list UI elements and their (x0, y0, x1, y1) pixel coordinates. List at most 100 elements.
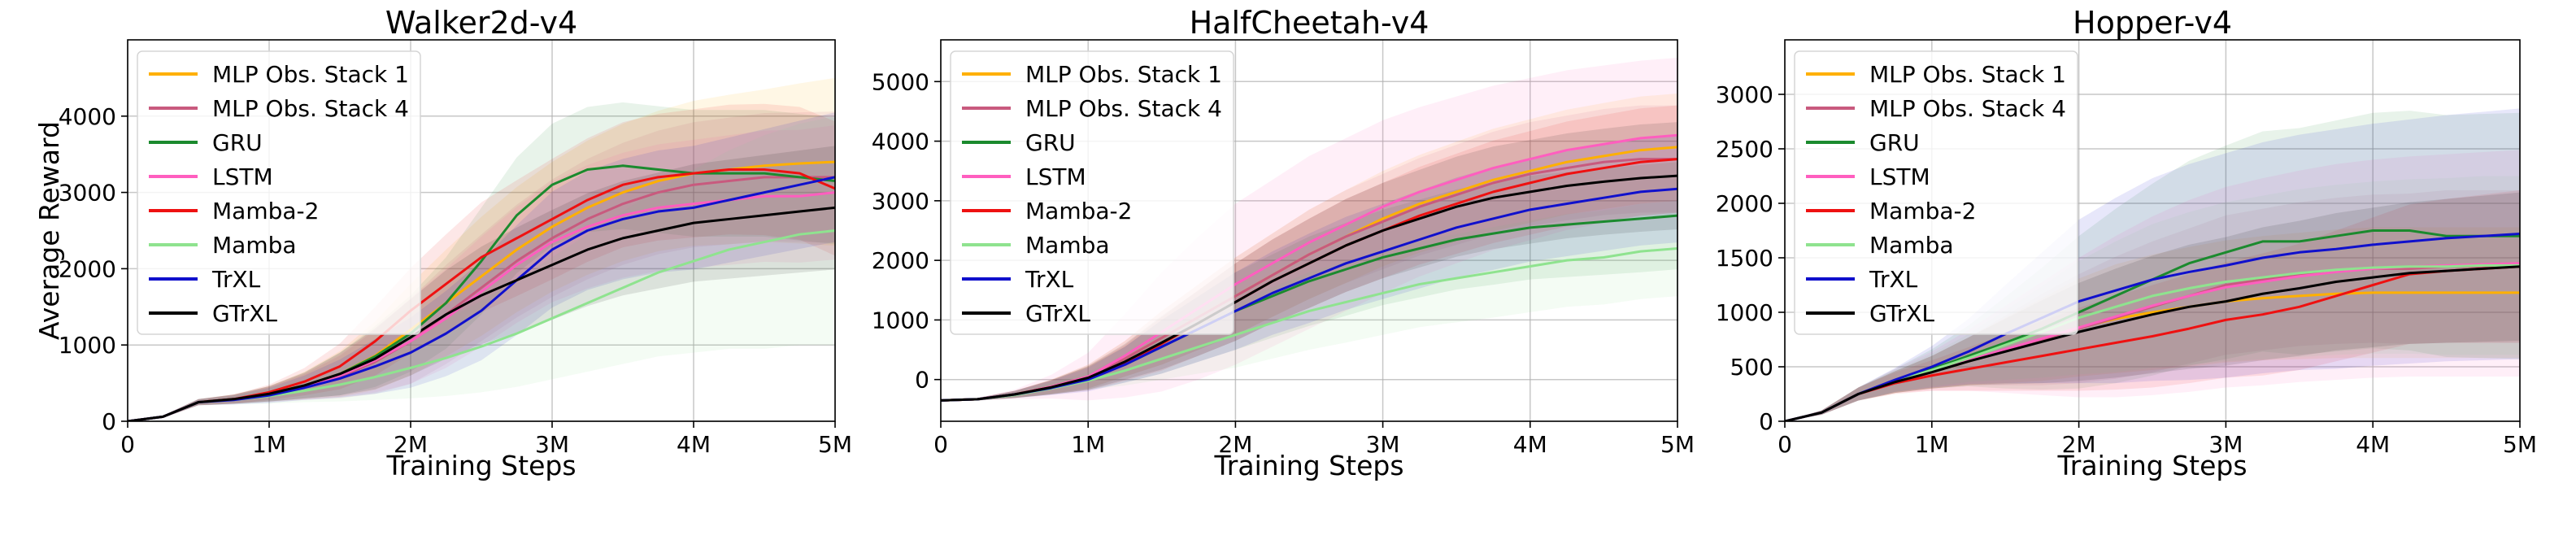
x-tick-label: 1M (252, 431, 286, 458)
y-tick-label: 2000 (872, 247, 929, 274)
line-gtrxl (128, 206, 835, 421)
legend-label: Mamba-2 (1025, 198, 1132, 224)
legend-item-mlp-obs-stack-1: MLP Obs. Stack 1 (962, 61, 1222, 88)
legend-box (950, 50, 1234, 335)
y-tick-label: 500 (1730, 354, 1773, 381)
band-mamba (941, 200, 1677, 401)
chart-title: Hopper-v4 (2073, 5, 2232, 41)
legend-item-mlp-obs-stack-4: MLP Obs. Stack 4 (149, 95, 409, 122)
x-tick-label: 1M (1071, 431, 1105, 458)
x-tick-label: 2M (2062, 431, 2096, 458)
band-mlp-obs-stack-1 (1785, 227, 2520, 421)
x-tick-label: 0 (933, 431, 948, 458)
legend-item-trxl: TrXL (962, 266, 1074, 293)
legend-label: Mamba-2 (1869, 198, 1976, 224)
chart-title: Walker2d-v4 (385, 5, 577, 41)
legend-item-lstm: LSTM (1806, 163, 1930, 190)
x-tick-label: 5M (1660, 431, 1695, 458)
band-mlp-obs-stack-1 (941, 93, 1677, 401)
y-tick-label: 1500 (1716, 245, 1773, 272)
legend-item-trxl: TrXL (149, 266, 261, 293)
band-trxl (1785, 108, 2520, 421)
legend-label: GTrXL (212, 300, 277, 327)
y-tick-label: 3000 (1716, 81, 1773, 108)
chart-panel-halfcheetah-v4: 0 1M 2M 3M 4M 5M 0 1000 2000 3000 4000 5000 HalfChee… (872, 5, 1695, 481)
plot-area (1785, 108, 2520, 421)
x-tick-label: 4M (1513, 431, 1547, 458)
legend-item-mlp-obs-stack-1: MLP Obs. Stack 1 (149, 61, 409, 88)
y-tick-label: 3000 (872, 188, 929, 215)
x-axis-label: Training Steps (1213, 450, 1403, 481)
axes-frame (940, 39, 1678, 422)
axes-frame (127, 39, 836, 422)
y-tick-label: 0 (1759, 408, 1773, 435)
y-tick-label: 1000 (59, 332, 116, 359)
legend-label: GRU (1025, 129, 1076, 156)
x-tick-label: 0 (1778, 431, 1792, 458)
legend-item-mamba-2: Mamba-2 (149, 198, 319, 224)
legend-item-gru: GRU (1806, 129, 1920, 156)
x-tick-label: 4M (677, 431, 711, 458)
x-tick-label: 3M (1366, 431, 1400, 458)
y-tick-label: 3000 (59, 180, 116, 207)
legend-label: Mamba (212, 232, 297, 259)
legend-label: GTrXL (1025, 300, 1090, 327)
line-gtrxl (1785, 265, 2520, 421)
legend-label: GRU (1869, 129, 1920, 156)
legend-label: MLP Obs. Stack 4 (1025, 95, 1222, 122)
legend-item-gru: GRU (149, 129, 263, 156)
y-tick-label: 2000 (1716, 190, 1773, 217)
legend-box (1794, 50, 2078, 335)
legend-item-gru: GRU (962, 129, 1076, 156)
x-tick-label: 2M (394, 431, 428, 458)
legend-item-mamba-2: Mamba-2 (1806, 198, 1976, 224)
line-mamba (1785, 263, 2520, 421)
legend: MLP Obs. Stack 1 MLP Obs. Stack 4 GRU LSTM M… (1794, 50, 2078, 335)
x-tick-label: 3M (535, 431, 569, 458)
line-mamba-2 (1785, 265, 2520, 421)
band-mlp-obs-stack-4 (128, 111, 835, 421)
y-tick-label: 1000 (872, 307, 929, 333)
legend-label: MLP Obs. Stack 1 (1869, 61, 2066, 88)
chart-panel-walker2d-v4: 0 1M 2M 3M 4M 5M 0 1000 2000 3000 4000 Walker2d-v4 T… (33, 5, 852, 481)
legend-label: MLP Obs. Stack 1 (1025, 61, 1222, 88)
legend-item-trxl: TrXL (1806, 266, 1918, 293)
legend-item-mamba: Mamba (149, 232, 297, 259)
y-tick-label: 2000 (59, 255, 116, 282)
band-trxl (128, 112, 835, 421)
legend-label: Mamba-2 (212, 198, 319, 224)
legend-label: LSTM (1025, 163, 1086, 190)
legend-item-lstm: LSTM (962, 163, 1086, 190)
band-gru (1785, 111, 2520, 421)
legend-item-mamba: Mamba (962, 232, 1110, 259)
legend-label: LSTM (212, 163, 273, 190)
y-tick-label: 0 (915, 367, 929, 394)
band-gtrxl (128, 146, 835, 421)
legend: MLP Obs. Stack 1 MLP Obs. Stack 4 GRU LSTM M… (137, 50, 421, 335)
legend-item-gtrxl: GTrXL (1806, 300, 1934, 327)
band-lstm (1785, 150, 2520, 421)
legend-label: GTrXL (1869, 300, 1934, 327)
legend-item-mlp-obs-stack-4: MLP Obs. Stack 4 (962, 95, 1222, 122)
legend-item-mlp-obs-stack-4: MLP Obs. Stack 4 (1806, 95, 2066, 122)
legend-label: MLP Obs. Stack 4 (1869, 95, 2066, 122)
legend-item-gtrxl: GTrXL (962, 300, 1090, 327)
x-tick-label: 0 (120, 431, 135, 458)
y-tick-label: 4000 (872, 128, 929, 155)
legend-label: GRU (212, 129, 263, 156)
band-lstm (128, 125, 835, 421)
x-axis-label: Training Steps (2056, 450, 2247, 481)
x-tick-label: 1M (1915, 431, 1949, 458)
y-axis-label: Average Reward (33, 121, 65, 340)
x-axis-label: Training Steps (385, 450, 576, 481)
legend-item-mlp-obs-stack-1: MLP Obs. Stack 1 (1806, 61, 2066, 88)
x-tick-label: 4M (2356, 431, 2390, 458)
x-tick-label: 3M (2208, 431, 2243, 458)
band-trxl (941, 135, 1677, 401)
legend-label: TrXL (211, 266, 261, 293)
plot-area (128, 77, 835, 421)
line-gtrxl (941, 174, 1677, 402)
legend-item-lstm: LSTM (149, 163, 273, 190)
plot-area (941, 57, 1677, 402)
